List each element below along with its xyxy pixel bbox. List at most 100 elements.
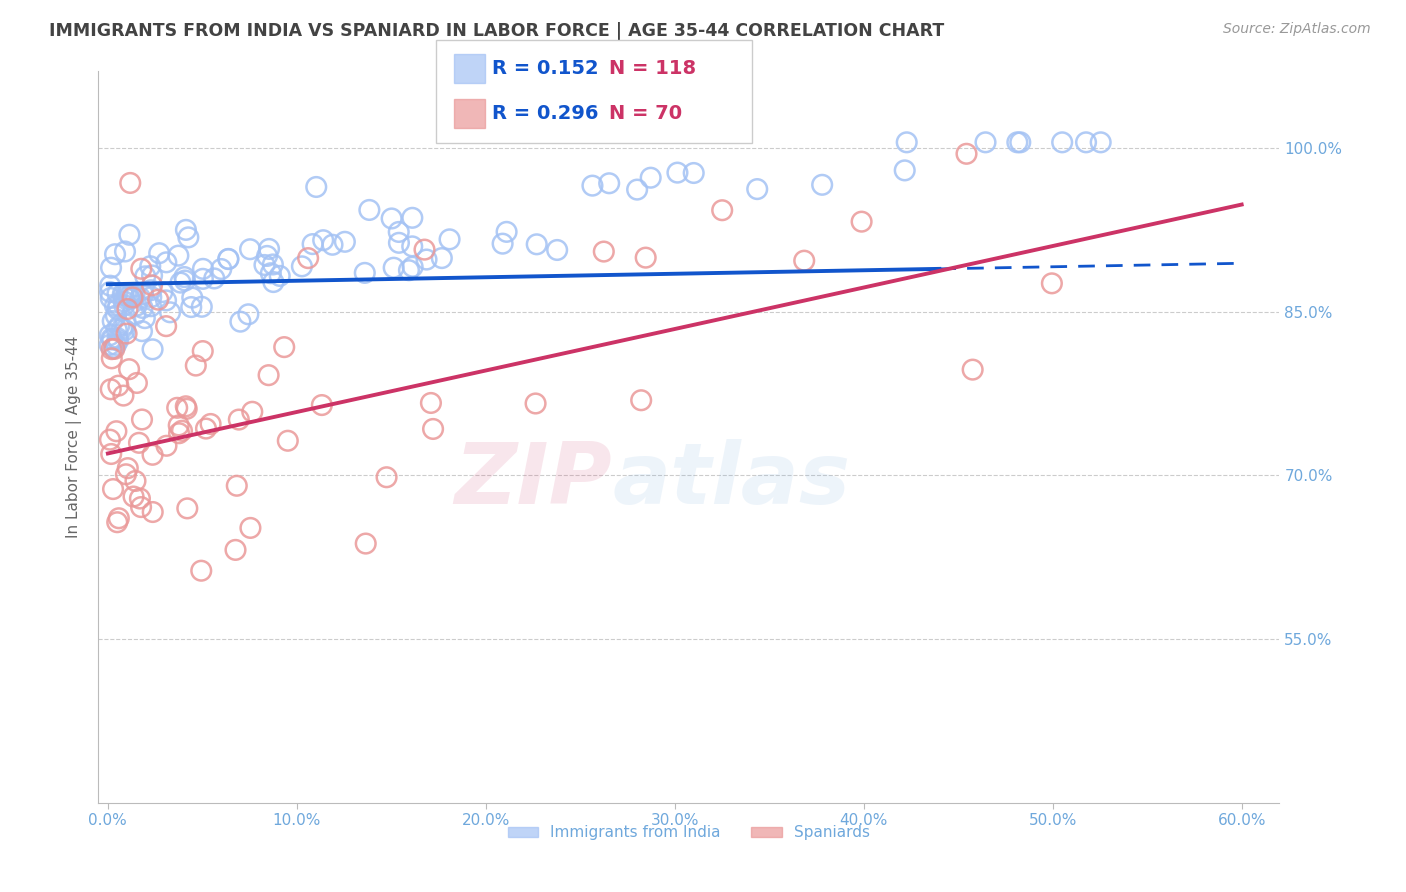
Point	[321, 237, 343, 252]
Point	[105, 322, 128, 336]
Point	[195, 421, 218, 435]
Point	[104, 299, 127, 313]
Point	[100, 331, 122, 345]
Point	[546, 243, 568, 257]
Text: R = 0.152: R = 0.152	[492, 59, 599, 78]
Point	[239, 242, 262, 256]
Point	[229, 315, 252, 329]
Point	[129, 500, 152, 514]
Point	[124, 474, 146, 488]
Point	[112, 298, 135, 312]
Point	[105, 424, 128, 438]
Point	[100, 260, 122, 275]
Point	[422, 422, 444, 436]
Point	[169, 276, 191, 290]
Point	[124, 308, 146, 322]
Point	[114, 317, 136, 331]
Point	[225, 479, 247, 493]
Point	[419, 396, 441, 410]
Point	[200, 417, 222, 431]
Point	[107, 378, 129, 392]
Point	[114, 323, 136, 337]
Point	[401, 260, 423, 274]
Point	[191, 261, 214, 276]
Point	[124, 286, 146, 301]
Point	[98, 328, 121, 343]
Point	[121, 290, 143, 304]
Point	[118, 227, 141, 242]
Point	[104, 338, 127, 352]
Point	[682, 166, 704, 180]
Point	[167, 418, 190, 433]
Point	[98, 278, 121, 293]
Point	[155, 439, 177, 453]
Point	[114, 244, 136, 259]
Point	[118, 292, 141, 306]
Text: Source: ZipAtlas.com: Source: ZipAtlas.com	[1223, 22, 1371, 37]
Point	[224, 542, 246, 557]
Point	[962, 362, 984, 376]
Point	[273, 340, 295, 354]
Point	[117, 461, 139, 475]
Point	[107, 334, 129, 348]
Point	[191, 344, 214, 359]
Y-axis label: In Labor Force | Age 35-44: In Labor Force | Age 35-44	[66, 336, 83, 538]
Point	[115, 326, 138, 341]
Point	[120, 176, 142, 190]
Point	[634, 251, 657, 265]
Point	[180, 300, 202, 314]
Point	[129, 291, 152, 305]
Legend: Immigrants from India, Spaniards: Immigrants from India, Spaniards	[502, 819, 876, 847]
Point	[128, 435, 150, 450]
Point	[132, 287, 155, 301]
Point	[711, 203, 734, 218]
Point	[955, 146, 977, 161]
Point	[260, 266, 283, 280]
Point	[148, 246, 170, 260]
Point	[155, 293, 177, 308]
Point	[177, 230, 200, 244]
Point	[413, 243, 436, 257]
Point	[1007, 136, 1029, 150]
Point	[291, 260, 314, 274]
Point	[101, 333, 124, 347]
Point	[150, 285, 173, 299]
Point	[98, 285, 121, 299]
Point	[170, 424, 193, 438]
Point	[125, 299, 148, 313]
Point	[166, 401, 188, 415]
Point	[581, 178, 603, 193]
Point	[640, 170, 662, 185]
Point	[103, 341, 125, 355]
Point	[747, 182, 769, 196]
Point	[381, 211, 404, 226]
Point	[107, 331, 129, 345]
Point	[112, 388, 135, 402]
Point	[159, 305, 181, 319]
Point	[125, 376, 148, 390]
Point	[115, 287, 138, 301]
Point	[105, 515, 128, 529]
Point	[592, 244, 614, 259]
Point	[269, 268, 291, 283]
Point	[382, 260, 405, 275]
Point	[491, 236, 513, 251]
Point	[217, 252, 239, 266]
Point	[401, 239, 423, 253]
Point	[167, 426, 190, 441]
Point	[388, 225, 411, 239]
Point	[398, 263, 420, 277]
Point	[277, 434, 299, 448]
Point	[101, 351, 124, 366]
Point	[118, 289, 141, 303]
Point	[851, 214, 873, 228]
Point	[1090, 136, 1112, 150]
Point	[1050, 136, 1073, 150]
Point	[202, 271, 225, 285]
Point	[415, 252, 437, 267]
Point	[190, 564, 212, 578]
Point	[141, 278, 163, 293]
Point	[131, 412, 153, 426]
Point	[262, 257, 284, 271]
Point	[112, 288, 135, 302]
